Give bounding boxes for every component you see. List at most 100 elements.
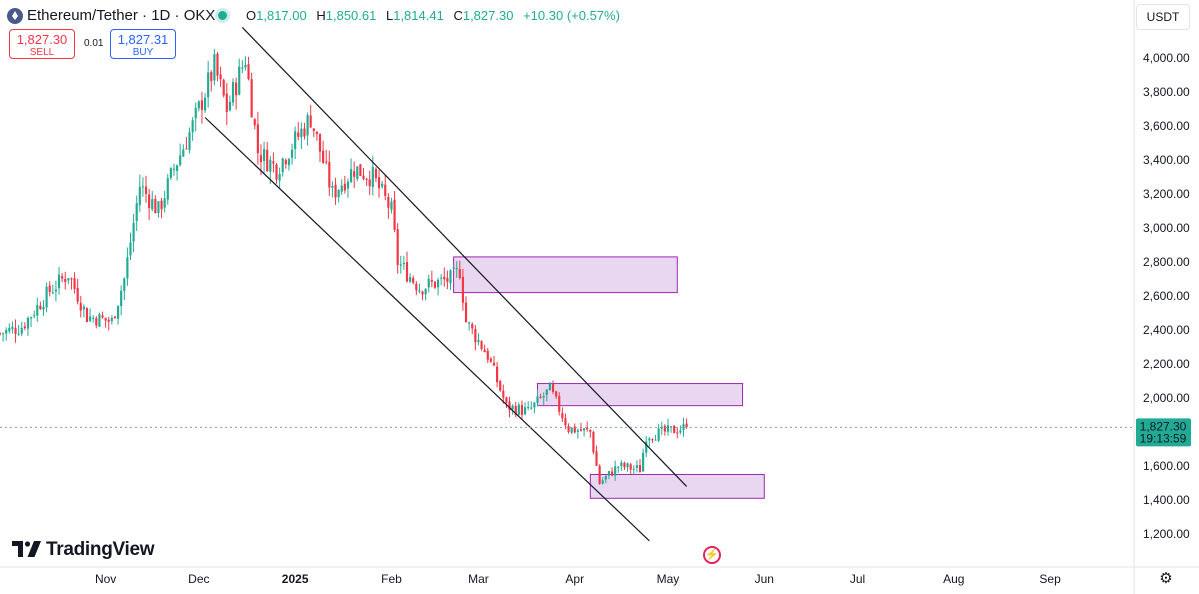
candle-body[interactable] [570,427,573,433]
candle-body[interactable] [365,179,368,181]
candle-body[interactable] [343,183,346,191]
candle-body[interactable] [57,274,61,289]
candle-body[interactable] [377,177,381,189]
candle-body[interactable] [231,81,235,103]
candle-body[interactable] [346,181,350,189]
candle-body[interactable] [638,465,642,473]
candle-body[interactable] [666,425,670,432]
candle-body[interactable] [0,333,2,335]
gear-icon[interactable]: ⚙ [1159,570,1173,587]
candle-body[interactable] [294,131,297,149]
candle-body[interactable] [284,160,287,165]
candle-body[interactable] [219,74,222,80]
candle-body[interactable] [579,429,583,431]
candle-body[interactable] [527,406,530,408]
candle-body[interactable] [592,432,595,453]
candle-body[interactable] [300,128,303,138]
candle-body[interactable] [443,276,446,280]
candle-body[interactable] [222,79,225,96]
candle-body[interactable] [51,292,54,294]
candle-body[interactable] [685,423,688,428]
candle-body[interactable] [228,101,231,111]
candle-body[interactable] [322,150,325,163]
candle-body[interactable] [45,286,48,308]
candle-body[interactable] [11,326,14,329]
candle-body[interactable] [312,128,315,131]
candle-body[interactable] [241,67,244,69]
candle-body[interactable] [160,200,163,210]
candle-body[interactable] [148,194,151,208]
candle-body[interactable] [614,466,617,476]
candle-body[interactable] [278,174,281,181]
candle-body[interactable] [116,305,120,319]
candle-body[interactable] [468,322,471,324]
candle-body[interactable] [682,424,685,430]
candle-body[interactable] [82,306,85,310]
candle-body[interactable] [138,186,141,205]
candle-body[interactable] [489,358,492,362]
candle-body[interactable] [64,278,67,282]
candle-body[interactable] [474,329,477,343]
channel-trendline[interactable] [241,26,688,487]
supply-demand-zone[interactable] [453,256,678,294]
candle-body[interactable] [185,148,188,150]
candle-body[interactable] [309,115,312,128]
candle-body[interactable] [210,72,213,81]
candle-body[interactable] [20,327,23,334]
candle-body[interactable] [632,468,635,470]
candle-body[interactable] [303,128,306,137]
candle-body[interactable] [555,391,558,397]
candle-body[interactable] [654,439,657,441]
candle-body[interactable] [176,165,179,171]
candle-body[interactable] [433,281,437,288]
candle-body[interactable] [452,267,455,269]
candle-body[interactable] [26,317,30,329]
candle-body[interactable] [520,405,524,415]
candle-body[interactable] [29,317,33,319]
candle-body[interactable] [144,186,148,194]
candle-body[interactable] [247,64,250,80]
candle-body[interactable] [33,315,36,317]
candle-body[interactable] [135,203,138,221]
candle-body[interactable] [567,425,570,432]
candle-body[interactable] [269,159,272,172]
candle-body[interactable] [141,186,145,188]
candle-body[interactable] [393,199,396,230]
candle-body[interactable] [539,397,542,399]
candle-body[interactable] [85,308,89,322]
candle-body[interactable] [182,149,185,157]
candle-body[interactable] [651,439,654,441]
candle-body[interactable] [530,407,533,409]
candle-body[interactable] [272,161,275,164]
candle-body[interactable] [511,405,514,410]
candle-body[interactable] [92,317,95,319]
candle-body[interactable] [349,169,353,183]
candle-body[interactable] [76,287,79,302]
candle-body[interactable] [107,319,110,322]
candle-body[interactable] [54,289,58,292]
currency-selector[interactable]: USDT [1136,4,1190,30]
candle-body[interactable] [179,155,182,166]
candle-body[interactable] [129,242,132,256]
candle-body[interactable] [250,79,253,118]
candle-body[interactable] [635,465,638,468]
candle-body[interactable] [14,328,17,334]
candle-body[interactable] [629,464,632,470]
candle-body[interactable] [390,201,393,210]
candle-body[interactable] [8,327,11,332]
candle-body[interactable] [191,120,194,133]
candle-body[interactable] [70,278,73,280]
supply-demand-zone[interactable] [589,474,765,499]
lightning-icon[interactable]: ⚡ [703,546,721,564]
candle-body[interactable] [318,133,322,152]
candle-body[interactable] [595,451,598,466]
candle-body[interactable] [657,428,660,441]
candle-body[interactable] [430,279,433,282]
candle-body[interactable] [290,149,294,158]
candle-body[interactable] [399,264,402,266]
candle-body[interactable] [645,441,648,453]
candle-body[interactable] [561,412,564,419]
candle-body[interactable] [2,333,5,335]
candle-body[interactable] [297,132,300,137]
sell-button[interactable]: 1,827.30 SELL [9,29,75,59]
